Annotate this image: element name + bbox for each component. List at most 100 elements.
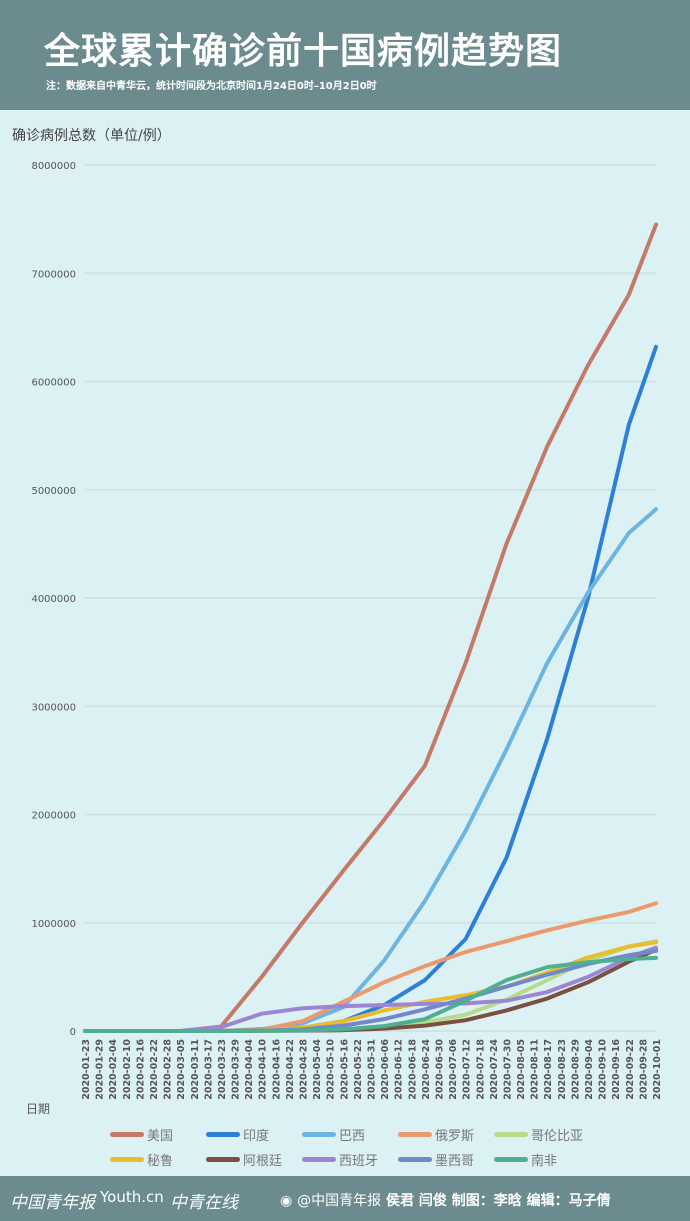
x-axis-label: 日期 [26, 1102, 51, 1116]
legend-item: 巴西 [302, 1125, 398, 1144]
legend-label: 巴西 [339, 1129, 366, 1144]
legend-item: 哥伦比亚 [494, 1125, 590, 1144]
x-tick-label: 2020-06-06 [380, 1039, 391, 1100]
x-tick-label: 2020-06-24 [421, 1039, 432, 1100]
x-tick-label: 2020-04-04 [244, 1039, 255, 1100]
series-line-巴西 [83, 507, 658, 1033]
legend-label: 哥伦比亚 [531, 1129, 584, 1144]
y-tick-label: 0 [70, 1027, 76, 1038]
x-tick-label: 2020-05-31 [367, 1039, 378, 1100]
x-tick-label: 2020-02-16 [135, 1039, 146, 1100]
x-tick-label: 2020-05-16 [339, 1039, 350, 1100]
legend-swatch [302, 1132, 336, 1137]
series-line-美国 [83, 222, 658, 1033]
x-tick-label: 2020-07-24 [489, 1039, 500, 1100]
y-tick-label: 1000000 [31, 919, 76, 930]
x-tick-label: 2020-02-04 [108, 1039, 119, 1100]
x-tick-label: 2020-09-22 [625, 1039, 636, 1100]
x-tick-label: 2020-02-28 [163, 1039, 174, 1100]
y-tick-label: 3000000 [31, 702, 76, 713]
x-tick-label: 2020-03-05 [176, 1039, 187, 1100]
series-line-西班牙 [83, 945, 658, 1033]
legend-swatch [494, 1132, 528, 1137]
x-tick-label: 2020-08-05 [516, 1039, 527, 1100]
x-tick-label: 2020-05-22 [353, 1039, 364, 1100]
x-tick-label: 2020-08-23 [557, 1039, 568, 1100]
credit: ◉ @中国青年报 侯君 闫俊 制图：李晗 编辑：马子倩 [280, 1190, 611, 1210]
legend-item: 俄罗斯 [398, 1125, 494, 1144]
x-tick-label: 2020-07-12 [462, 1039, 473, 1100]
x-tick-label: 2020-03-17 [203, 1039, 214, 1100]
legend-item: 美国 [110, 1125, 206, 1144]
legend-item: 秘鲁 [110, 1150, 206, 1169]
header: 全球累计确诊前十国病例趋势图 注：数据来自中青华云，统计时间段为北京时间1月24… [0, 0, 690, 110]
legend-label: 秘鲁 [147, 1154, 174, 1169]
y-tick-label: 6000000 [31, 378, 76, 389]
y-tick-label: 7000000 [31, 269, 76, 280]
x-tick-label: 2020-03-11 [190, 1039, 201, 1100]
legend-swatch [494, 1157, 528, 1162]
x-tick-label: 2020-02-10 [122, 1039, 133, 1100]
legend-label: 西班牙 [339, 1154, 379, 1169]
legend-label: 俄罗斯 [435, 1129, 475, 1144]
legend-label: 印度 [243, 1129, 270, 1144]
legend-item: 墨西哥 [398, 1150, 494, 1169]
x-tick-label: 2020-03-23 [217, 1039, 228, 1100]
legend-swatch [110, 1132, 144, 1137]
logo-cyol: 中青在线 [170, 1193, 238, 1213]
weibo-handle: @中国青年报 [297, 1193, 382, 1209]
legend-item: 西班牙 [302, 1150, 398, 1169]
logo-china-youth-daily: 中国青年报 [10, 1193, 95, 1213]
x-tick-label: 2020-09-04 [584, 1039, 595, 1100]
legend-swatch [302, 1157, 336, 1162]
y-tick-label: 4000000 [31, 594, 76, 605]
x-tick-label: 2020-05-10 [326, 1039, 337, 1100]
legend-swatch [110, 1157, 144, 1162]
page-title: 全球累计确诊前十国病例趋势图 [44, 31, 563, 72]
legend-label: 墨西哥 [435, 1154, 475, 1169]
x-tick-label: 2020-05-04 [312, 1039, 323, 1100]
x-tick-label: 2020-07-30 [502, 1039, 513, 1100]
y-axis-label: 确诊病例总数（单位/例） [12, 128, 171, 144]
x-tick-label: 2020-06-12 [394, 1039, 405, 1100]
x-tick-label: 2020-04-28 [299, 1039, 310, 1100]
legend-label: 阿根廷 [243, 1154, 283, 1169]
legend-swatch [206, 1132, 240, 1137]
x-tick-label: 2020-09-10 [598, 1039, 609, 1100]
x-tick-label: 2020-07-06 [448, 1039, 459, 1100]
y-tick-label: 2000000 [31, 811, 76, 822]
x-tick-label: 2020-10-01 [652, 1039, 663, 1100]
series-line-印度 [83, 344, 658, 1033]
logo-youth-cn: Youth.cn [100, 1188, 164, 1206]
legend-item: 南非 [494, 1150, 590, 1169]
series-line-南非 [83, 955, 658, 1033]
x-tick-label: 2020-09-28 [638, 1039, 649, 1100]
footer: 中国青年报 Youth.cn 中青在线 ◉ @中国青年报 侯君 闫俊 制图：李晗… [0, 1176, 690, 1221]
x-tick-label: 2020-03-29 [231, 1039, 242, 1100]
x-tick-label: 2020-08-29 [570, 1039, 581, 1100]
line-chart: 0 1000000 2000000 3000000 4000000 5000000 6000… [31, 161, 663, 1100]
legend: 美国 印度 巴西 俄罗斯 哥伦比亚秘鲁 阿根廷 西班牙 墨西哥 南非 [110, 1125, 590, 1169]
x-tick-label: 2020-01-23 [81, 1039, 92, 1100]
x-tick-label: 2020-04-10 [258, 1039, 269, 1100]
y-tick-label: 5000000 [31, 486, 76, 497]
legend-label: 美国 [147, 1129, 174, 1144]
legend-label: 南非 [531, 1154, 558, 1169]
series-line-哥伦比亚 [83, 939, 658, 1033]
legend-item: 印度 [206, 1125, 302, 1144]
x-tick-label: 2020-04-22 [285, 1039, 296, 1100]
legend-swatch [398, 1157, 432, 1162]
credit-text: 侯君 闫俊 制图：李晗 编辑：马子倩 [385, 1193, 611, 1209]
legend-swatch [398, 1132, 432, 1137]
x-tick-label: 2020-04-16 [271, 1039, 282, 1100]
x-tick-label: 2020-08-11 [530, 1039, 541, 1100]
weibo-icon: ◉ [280, 1193, 298, 1209]
data-source-note: 注：数据来自中青华云，统计时间段为北京时间1月24日0时–10月2日0时 [46, 81, 377, 92]
x-tick-label: 2020-09-16 [611, 1039, 622, 1100]
x-tick-label: 2020-01-29 [95, 1039, 106, 1100]
y-tick-label: 8000000 [31, 161, 76, 172]
x-tick-label: 2020-06-18 [407, 1039, 418, 1100]
x-tick-label: 2020-08-17 [543, 1039, 554, 1100]
legend-item: 阿根廷 [206, 1150, 302, 1169]
x-tick-label: 2020-06-30 [434, 1039, 445, 1100]
